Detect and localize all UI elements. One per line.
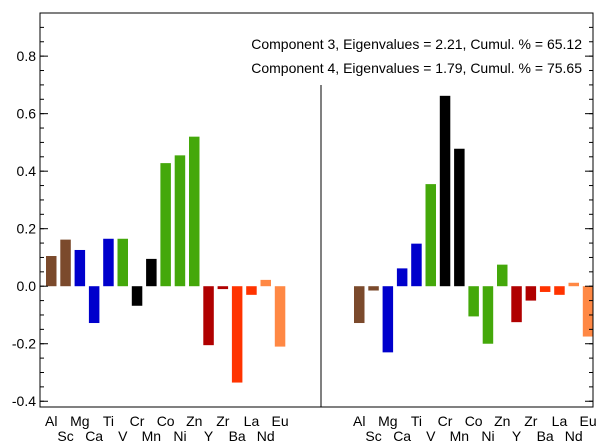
bar-component-3-ca — [88, 286, 100, 324]
x-category-label: V — [426, 428, 436, 444]
bar-component-4-eu — [582, 286, 594, 337]
bar-component-3-y — [203, 286, 214, 346]
series-label-component-3: Component 3, Eigenvalues = 2.21, Cumul. … — [251, 36, 582, 52]
y-tick-label: -0.4 — [12, 393, 36, 409]
x-category-label: La — [244, 413, 260, 429]
x-category-label: Al — [45, 413, 57, 429]
bar-component-4-zn — [497, 264, 508, 287]
bars-layer — [46, 95, 594, 383]
bar-component-3-cr — [131, 286, 143, 306]
bar-component-4-ni — [482, 286, 494, 344]
x-category-label: Nd — [257, 428, 275, 444]
x-category-label: Co — [157, 413, 175, 429]
x-category-label: Ba — [537, 428, 554, 444]
bar-component-3-ba — [231, 286, 243, 383]
bar-component-3-zr — [217, 286, 229, 290]
x-category-label: Mg — [70, 413, 89, 429]
x-category-label: Sc — [365, 428, 381, 444]
x-category-label: Y — [204, 428, 214, 444]
x-category-label: Ca — [85, 428, 103, 444]
bar-component-4-ti — [411, 243, 422, 287]
bar-component-3-eu — [274, 286, 286, 347]
y-tick-label: 0.0 — [17, 278, 37, 294]
bar-component-3-nd — [260, 279, 271, 287]
x-category-label: Co — [465, 413, 483, 429]
x-category-label: Eu — [271, 413, 288, 429]
x-category-label: Ni — [173, 428, 186, 444]
x-category-label: Mn — [450, 428, 469, 444]
x-category-label: Nd — [565, 428, 583, 444]
bar-component-3-co — [160, 163, 171, 287]
x-category-label: Mg — [378, 413, 397, 429]
plot-frame — [39, 12, 594, 408]
y-tick-label: 0.2 — [17, 221, 37, 237]
x-category-label: Mn — [142, 428, 161, 444]
x-category-label: Zn — [186, 413, 202, 429]
x-category-label: Cr — [130, 413, 145, 429]
bar-component-4-al — [354, 286, 365, 324]
bar-component-3-v — [117, 238, 128, 287]
bar-component-4-y — [511, 286, 522, 323]
bar-component-3-la — [246, 286, 257, 295]
bar-component-3-mn — [146, 258, 157, 287]
bar-component-3-al — [46, 256, 57, 287]
y-tick-label: -0.2 — [12, 336, 36, 352]
y-axis: -0.4 -0.2 0.0 0.2 0.4 0.6 0.8 — [12, 26, 593, 409]
bar-component-3-ti — [103, 238, 114, 287]
x-category-label: Zr — [524, 413, 538, 429]
bar-component-4-zr — [525, 286, 537, 301]
bar-component-4-mg — [382, 286, 394, 353]
bar-component-4-v — [425, 184, 436, 287]
y-tick-label: 0.6 — [17, 106, 37, 122]
x-category-label: Y — [512, 428, 522, 444]
x-category-label: Sc — [57, 428, 73, 444]
bar-component-3-zn — [189, 136, 200, 287]
x-category-label: La — [552, 413, 568, 429]
x-category-label: Ba — [229, 428, 246, 444]
series-label-component-4: Component 4, Eigenvalues = 1.79, Cumul. … — [251, 60, 582, 76]
y-tick-label: 0.4 — [17, 163, 37, 179]
x-category-label: Ti — [411, 413, 422, 429]
bar-component-4-mn — [454, 148, 465, 287]
bar-component-4-cr — [439, 95, 451, 287]
bar-component-3-mg — [74, 249, 86, 287]
x-category-label: Eu — [579, 413, 596, 429]
bar-component-4-ca — [396, 268, 408, 287]
x-category-label: Ti — [103, 413, 114, 429]
x-category-label: Zn — [494, 413, 510, 429]
bar-component-4-la — [554, 286, 565, 295]
bar-component-4-sc — [368, 286, 379, 291]
x-category-label: Cr — [438, 413, 453, 429]
x-category-label: V — [118, 428, 128, 444]
bar-component-4-co — [468, 286, 479, 317]
y-tick-label: 0.8 — [17, 48, 37, 64]
bar-component-3-sc — [60, 239, 71, 287]
x-category-label: Ca — [393, 428, 411, 444]
bar-component-3-ni — [174, 155, 186, 287]
x-category-label: Zr — [216, 413, 230, 429]
x-category-label: Al — [353, 413, 365, 429]
x-category-label: Ni — [481, 428, 494, 444]
bar-component-4-nd — [568, 282, 579, 287]
bar-component-4-ba — [539, 286, 551, 292]
